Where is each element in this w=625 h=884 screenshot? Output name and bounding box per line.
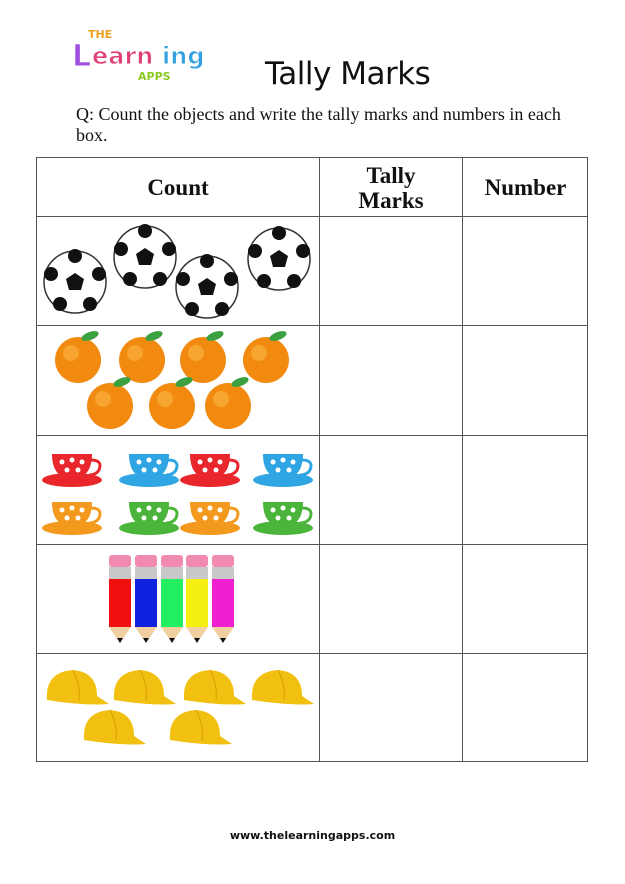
football-image (43, 249, 107, 314)
teacup-image (180, 502, 240, 535)
cap-image (46, 669, 109, 705)
pencil-image (186, 555, 208, 643)
teacup-image (253, 502, 313, 535)
row-divider (37, 325, 587, 326)
teacup-image (253, 454, 313, 487)
cap-image (113, 669, 176, 705)
teacup-image (119, 454, 179, 487)
footer-url: www.thelearningapps.com (229, 829, 396, 842)
orange-image (55, 331, 101, 383)
football-image (247, 226, 311, 291)
tally-table: Count Tally Marks Number (36, 157, 588, 762)
pencil-image (212, 555, 234, 643)
orange-image (119, 331, 165, 383)
page-title: Tally Marks (265, 56, 431, 92)
row-divider (37, 544, 587, 545)
svg-text:THE: THE (88, 28, 112, 41)
column-divider (319, 158, 320, 761)
svg-text:ing: ing (162, 42, 205, 70)
orange-image (243, 331, 289, 383)
svg-text:earn: earn (92, 42, 153, 70)
pencil-image (135, 555, 157, 643)
header-number: Number (484, 175, 567, 200)
pencil-image (109, 555, 131, 643)
orange-image (180, 331, 226, 383)
cap-image (251, 669, 314, 705)
football-image (113, 224, 177, 289)
orange-image (149, 377, 195, 429)
question-text: Q: Count the objects and write the tally… (76, 104, 561, 145)
row-divider (37, 435, 587, 436)
orange-image (87, 377, 133, 429)
the-learning-apps-logo: THE L earn ing APPS (72, 28, 206, 83)
teacup-image (119, 502, 179, 535)
row-divider (37, 216, 587, 217)
teacup-image (42, 502, 102, 535)
teacup-image (180, 454, 240, 487)
svg-text:L: L (72, 39, 91, 74)
row-divider (37, 653, 587, 654)
teacup-image (42, 454, 102, 487)
pencil-image (161, 555, 183, 643)
orange-image (205, 377, 251, 429)
cap-image (83, 709, 146, 745)
cap-image (169, 709, 232, 745)
cap-image (183, 669, 246, 705)
football-image (175, 254, 239, 319)
header-count: Count (147, 175, 209, 200)
column-divider (462, 158, 463, 761)
header-tally-marks: Tally Marks (358, 162, 424, 213)
svg-text:APPS: APPS (138, 70, 171, 83)
